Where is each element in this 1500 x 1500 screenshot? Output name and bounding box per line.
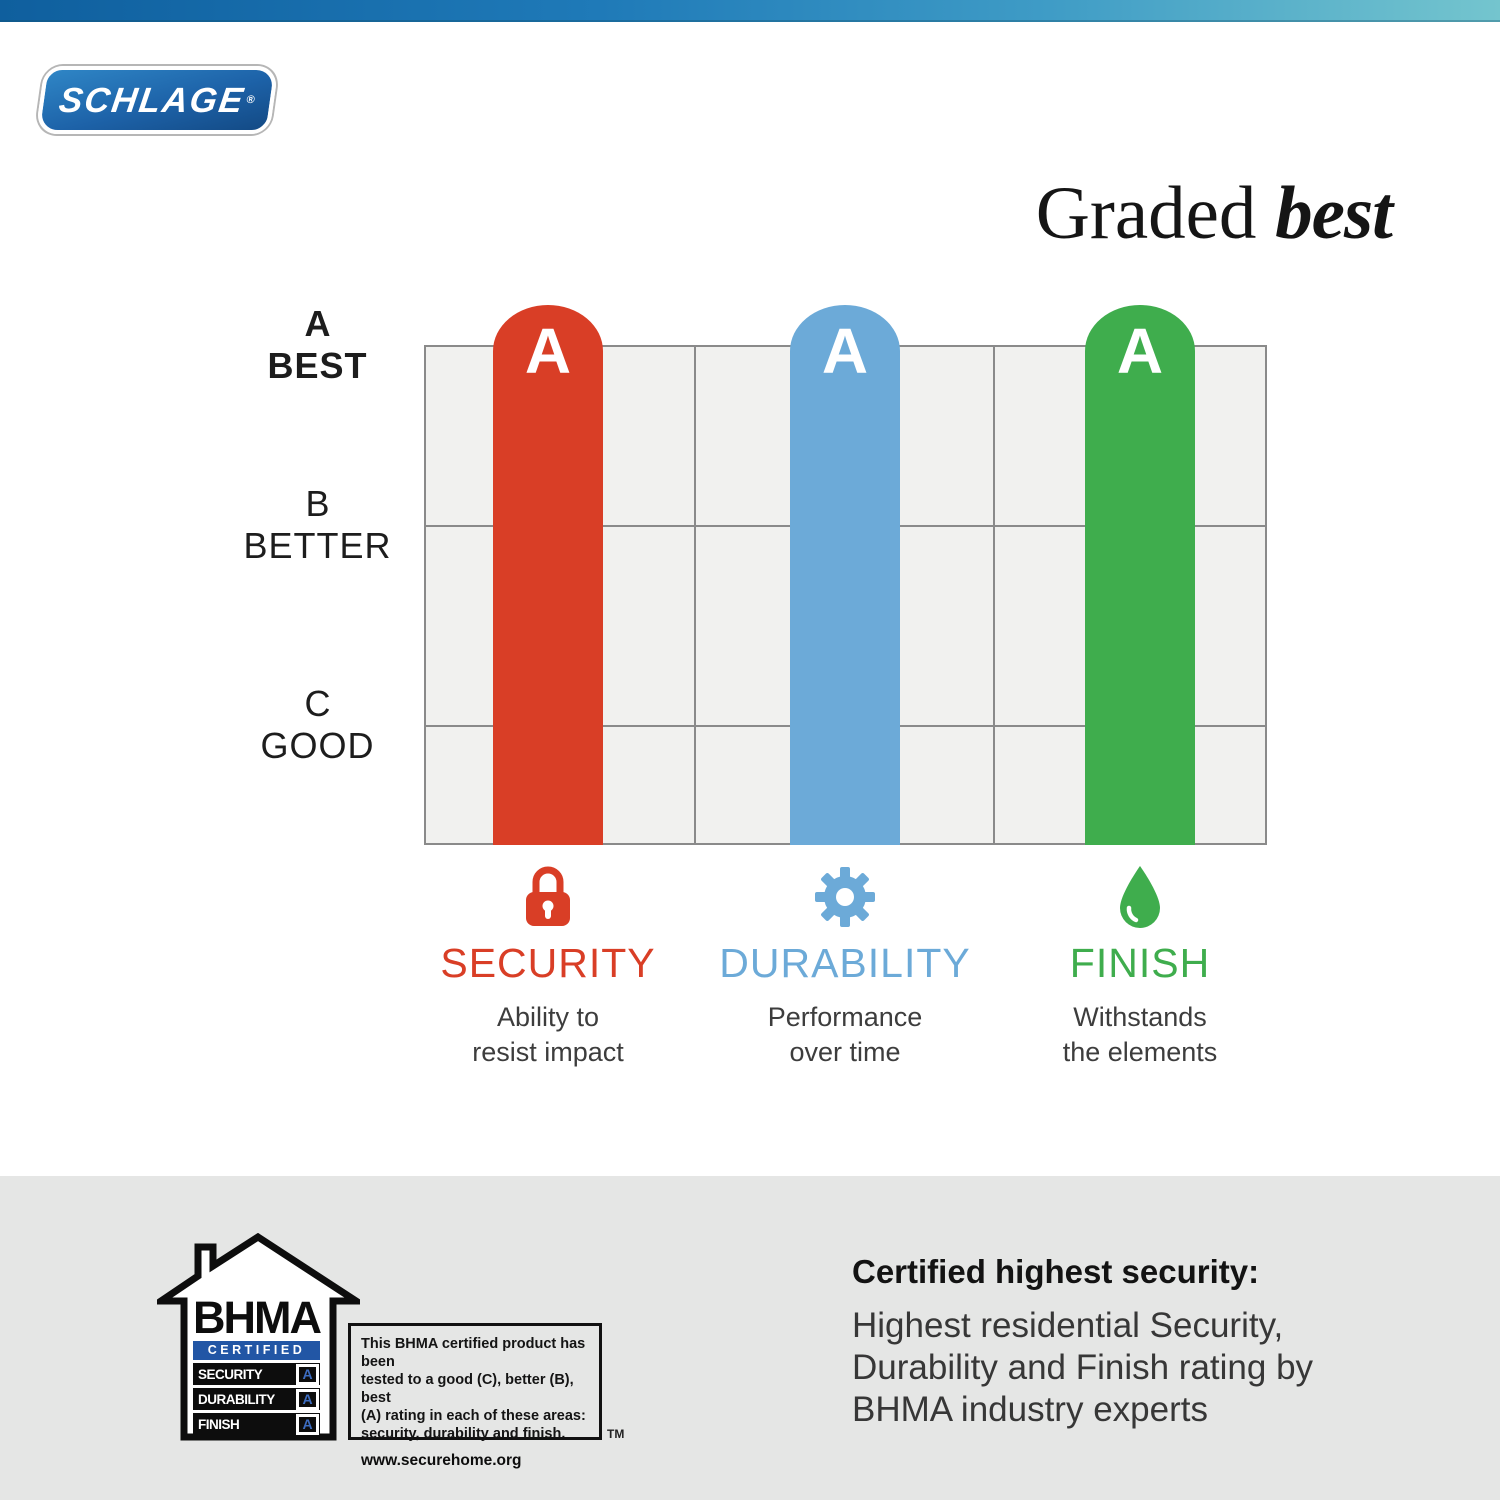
grade-a: A bbox=[304, 303, 331, 344]
finish-bar: A bbox=[1085, 305, 1195, 845]
durability-column: DURABILITY Performance over time bbox=[695, 862, 995, 1070]
page-title: Graded best bbox=[700, 172, 1393, 256]
trademark-mark: TM bbox=[607, 1427, 625, 1441]
durability-caption: Performance over time bbox=[695, 1000, 995, 1070]
gridline-col2 bbox=[993, 345, 995, 845]
durability-grade-letter: A bbox=[821, 315, 869, 387]
droplet-icon bbox=[990, 862, 1290, 928]
bhma-durability-label: DURABILITY bbox=[198, 1391, 275, 1407]
grade-c: C bbox=[304, 683, 331, 724]
certified-body-line3: BHMA industry experts bbox=[852, 1390, 1208, 1429]
finish-caption-line2: the elements bbox=[1062, 1037, 1218, 1067]
finish-grade-letter: A bbox=[1116, 315, 1164, 387]
bhma-name: BHMA bbox=[193, 1292, 322, 1343]
grade-b: B bbox=[305, 483, 330, 524]
certified-body-line1: Highest residential Security, bbox=[852, 1306, 1284, 1345]
security-caption-line1: Ability to bbox=[496, 1002, 600, 1032]
bhma-durability-grade: A bbox=[302, 1391, 313, 1407]
schlage-logo: SCHLAGE ® bbox=[35, 66, 279, 134]
registered-mark: ® bbox=[245, 94, 256, 106]
bhma-finish-grade: A bbox=[302, 1416, 313, 1432]
bhma-finish-grade-box: A bbox=[296, 1413, 319, 1435]
title-bold: best bbox=[1275, 172, 1393, 255]
certified-body: Highest residential Security, Durability… bbox=[852, 1305, 1313, 1431]
title-regular: Graded bbox=[1035, 172, 1257, 255]
bhma-row-security: SECURITY A bbox=[193, 1363, 320, 1385]
gridline-left-edge bbox=[424, 345, 426, 845]
gear-icon bbox=[695, 862, 995, 928]
bhma-security-label: SECURITY bbox=[198, 1366, 263, 1382]
y-axis-label-c-good: C GOOD bbox=[200, 683, 435, 767]
security-label: SECURITY bbox=[440, 940, 656, 986]
bhma-security-grade-box: A bbox=[296, 1363, 319, 1385]
security-caption-line2: resist impact bbox=[472, 1037, 624, 1067]
durability-label: DURABILITY bbox=[719, 940, 971, 986]
bhma-box-line2: tested to a good (C), better (B), best bbox=[361, 1372, 574, 1406]
bhma-row-durability: DURABILITY A bbox=[193, 1388, 320, 1410]
bhma-box-line1: This BHMA certified product has been bbox=[361, 1336, 586, 1370]
bhma-row-finish: FINISH A bbox=[193, 1413, 320, 1435]
security-caption: Ability to resist impact bbox=[398, 1000, 698, 1070]
schlage-brand-text: SCHLAGE bbox=[56, 80, 248, 120]
finish-label: FINISH bbox=[1069, 940, 1211, 986]
gridline-col1 bbox=[694, 345, 696, 845]
bhma-certified-logo: BHMA CERTIFIED SECURITY A DURABILITY A F… bbox=[157, 1233, 360, 1442]
certified-body-line2: Durability and Finish rating by bbox=[852, 1348, 1314, 1387]
top-gradient-bar bbox=[0, 0, 1500, 22]
bhma-certified-text: CERTIFIED bbox=[207, 1343, 306, 1358]
bhma-finish-label: FINISH bbox=[198, 1416, 240, 1432]
durability-caption-line1: Performance bbox=[767, 1002, 923, 1032]
gridline-right-edge bbox=[1265, 345, 1267, 845]
finish-caption-line1: Withstands bbox=[1073, 1002, 1207, 1032]
grade-a-word: BEST bbox=[267, 345, 368, 386]
bhma-house-outline bbox=[157, 1233, 360, 1441]
durability-caption-line2: over time bbox=[789, 1037, 901, 1067]
security-column: SECURITY Ability to resist impact bbox=[398, 862, 698, 1070]
grade-b-word: BETTER bbox=[243, 525, 392, 566]
bhma-description-box: This BHMA certified product has been tes… bbox=[348, 1323, 602, 1469]
bhma-box-line4: security, durability and finish. bbox=[361, 1426, 566, 1442]
certified-heading: Certified highest security: bbox=[852, 1253, 1260, 1290]
bhma-security-grade: A bbox=[302, 1366, 313, 1382]
finish-column: FINISH Withstands the elements bbox=[990, 862, 1290, 1070]
lock-icon bbox=[398, 862, 698, 928]
y-axis-label-a-best: A BEST bbox=[200, 303, 435, 387]
bhma-box-line3: (A) rating in each of these areas: bbox=[361, 1408, 586, 1424]
bhma-logo-content: BHMA CERTIFIED SECURITY A DURABILITY A F… bbox=[193, 1292, 322, 1435]
bhma-certified-bar: CERTIFIED bbox=[193, 1341, 320, 1360]
bhma-durability-grade-box: A bbox=[296, 1388, 319, 1410]
finish-caption: Withstands the elements bbox=[990, 1000, 1290, 1070]
grade-c-word: GOOD bbox=[260, 725, 375, 766]
durability-bar: A bbox=[790, 305, 900, 845]
security-grade-letter: A bbox=[524, 315, 572, 387]
securehome-url: www.securehome.org bbox=[361, 1452, 522, 1469]
y-axis-label-b-better: B BETTER bbox=[200, 483, 435, 567]
security-bar: A bbox=[493, 305, 603, 845]
